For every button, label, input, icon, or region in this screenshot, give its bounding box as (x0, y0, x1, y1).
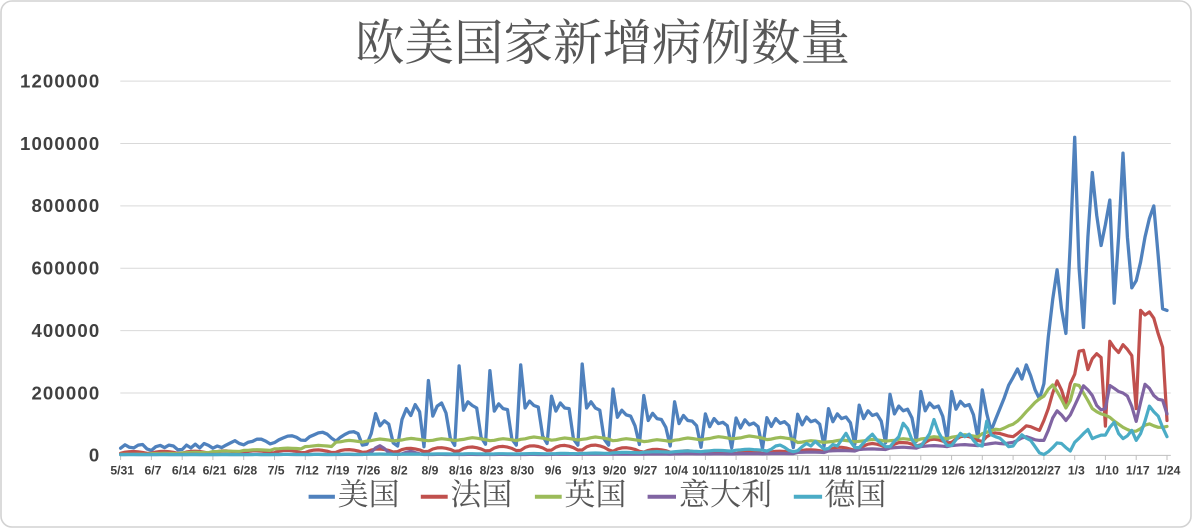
svg-text:12/20: 12/20 (999, 464, 1030, 478)
svg-text:12/13: 12/13 (969, 464, 1000, 478)
svg-text:6/14: 6/14 (172, 464, 196, 478)
svg-text:1000000: 1000000 (20, 133, 100, 154)
svg-text:10/18: 10/18 (722, 464, 753, 478)
svg-text:9/27: 9/27 (634, 464, 658, 478)
svg-text:8/30: 8/30 (510, 464, 534, 478)
svg-text:1/3: 1/3 (1068, 464, 1085, 478)
svg-text:9/20: 9/20 (603, 464, 627, 478)
svg-text:200000: 200000 (31, 382, 100, 403)
svg-text:9/6: 9/6 (545, 464, 562, 478)
svg-text:12/27: 12/27 (1030, 464, 1061, 478)
svg-text:0: 0 (89, 445, 101, 466)
svg-text:7/19: 7/19 (326, 464, 350, 478)
svg-text:800000: 800000 (31, 195, 100, 216)
svg-text:6/28: 6/28 (233, 464, 257, 478)
svg-text:600000: 600000 (31, 258, 100, 279)
svg-text:1/24: 1/24 (1157, 464, 1181, 478)
svg-text:11/15: 11/15 (846, 464, 876, 478)
svg-text:8/16: 8/16 (449, 464, 473, 478)
svg-text:10/11: 10/11 (692, 464, 722, 478)
svg-text:10/25: 10/25 (753, 464, 784, 478)
svg-text:5/31: 5/31 (110, 464, 134, 478)
svg-text:6/21: 6/21 (203, 464, 227, 478)
svg-text:8/2: 8/2 (391, 464, 408, 478)
svg-text:8/9: 8/9 (422, 464, 439, 478)
svg-text:11/1: 11/1 (788, 464, 811, 478)
svg-text:1/17: 1/17 (1126, 464, 1150, 478)
svg-text:7/26: 7/26 (357, 464, 381, 478)
svg-text:1200000: 1200000 (20, 70, 100, 91)
svg-text:9/13: 9/13 (572, 464, 596, 478)
svg-text:7/12: 7/12 (295, 464, 319, 478)
svg-text:400000: 400000 (31, 320, 100, 341)
svg-text:6/7: 6/7 (145, 464, 162, 478)
svg-text:7/5: 7/5 (268, 464, 285, 478)
svg-text:10/4: 10/4 (664, 464, 688, 478)
svg-text:12/6: 12/6 (941, 464, 965, 478)
svg-text:11/22: 11/22 (877, 464, 907, 478)
svg-text:1/10: 1/10 (1095, 464, 1119, 478)
svg-text:11/29: 11/29 (907, 464, 937, 478)
svg-text:8/23: 8/23 (480, 464, 504, 478)
svg-text:11/8: 11/8 (819, 464, 842, 478)
